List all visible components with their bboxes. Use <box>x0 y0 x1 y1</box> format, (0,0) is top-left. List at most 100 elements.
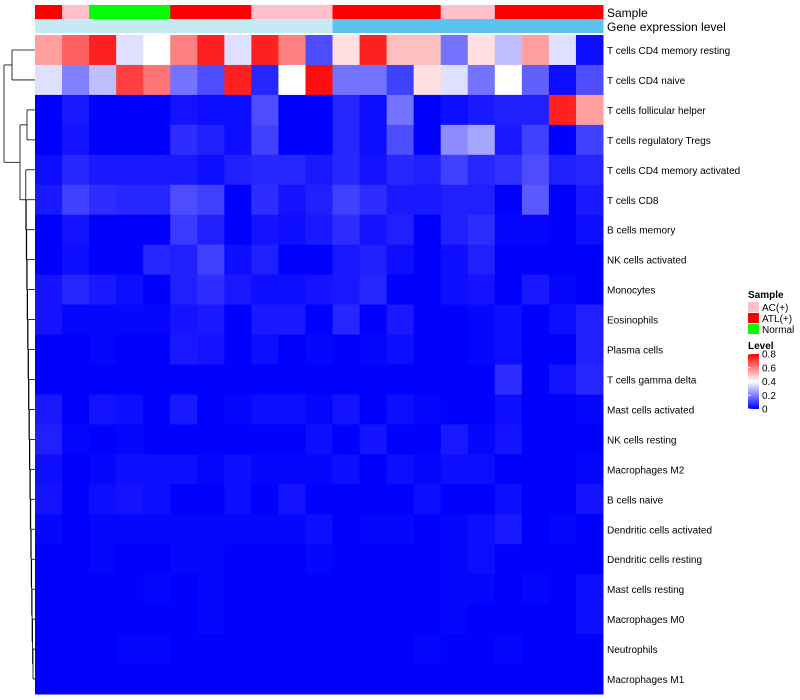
heatmap-cell <box>413 484 442 515</box>
heatmap-cell <box>116 484 144 515</box>
heatmap-cell <box>251 454 279 485</box>
heatmap-cell <box>197 124 225 156</box>
heatmap-cell <box>359 304 388 336</box>
heatmap-cell <box>170 94 198 126</box>
heatmap-cell <box>224 94 252 126</box>
sample-annotation-cell <box>494 5 523 19</box>
heatmap-cell <box>494 304 523 336</box>
heatmap-cell <box>224 334 252 365</box>
heatmap-cell <box>413 304 442 336</box>
heatmap-cell <box>278 334 306 365</box>
heatmap-cell <box>440 364 469 395</box>
heatmap-cell <box>440 274 469 306</box>
heatmap-cell <box>521 214 550 246</box>
gene-expression-annotation-cell <box>197 19 225 33</box>
heatmap-cell <box>278 274 306 306</box>
heatmap-cell <box>413 154 442 186</box>
heatmap-cell <box>62 244 90 276</box>
heatmap-cell <box>440 664 469 695</box>
heatmap-cell <box>548 244 577 276</box>
sample-annotation-cell <box>413 5 442 19</box>
row-label: NK cells activated <box>607 256 686 267</box>
heatmap-cell <box>89 454 117 485</box>
heatmap-cell <box>116 514 144 545</box>
gene-expression-annotation-cell <box>251 19 279 33</box>
heatmap-cell <box>197 484 225 515</box>
heatmap-cell <box>35 94 63 126</box>
heatmap-cell <box>116 574 144 605</box>
heatmap-cell <box>170 544 198 575</box>
heatmap-cell <box>521 604 550 635</box>
heatmap-cell <box>224 514 252 545</box>
heatmap-cell <box>251 35 279 66</box>
sample-annotation-cell <box>575 5 604 19</box>
heatmap-cell <box>305 94 334 126</box>
sample-annotation-cell <box>305 5 334 19</box>
heatmap-cell <box>278 184 306 216</box>
heatmap-cell <box>62 454 90 485</box>
heatmap-cell <box>575 304 604 336</box>
heatmap-cell <box>359 634 388 665</box>
heatmap-cell <box>278 574 306 605</box>
heatmap-cell <box>386 334 415 365</box>
heatmap-cell <box>197 394 225 425</box>
heatmap-cell <box>62 424 90 455</box>
heatmap-cell <box>413 94 442 126</box>
heatmap-cell <box>440 64 469 96</box>
heatmap-cell <box>413 35 442 66</box>
sample-annotation-cell <box>467 5 496 19</box>
heatmap-cell <box>413 274 442 306</box>
heatmap-cell <box>62 184 90 216</box>
heatmap-cell <box>224 634 252 665</box>
heatmap-cell <box>305 664 334 695</box>
row-label: T cells follicular helper <box>607 106 706 117</box>
heatmap-cell <box>197 244 225 276</box>
heatmap-cell <box>278 304 306 336</box>
heatmap-cell <box>170 35 198 66</box>
heatmap-cell <box>170 274 198 306</box>
heatmap-cell <box>548 334 577 365</box>
heatmap-cell <box>332 334 361 365</box>
heatmap-cell <box>440 214 469 246</box>
heatmap-cell <box>143 664 171 695</box>
heatmap-cell <box>386 634 415 665</box>
heatmap-cell <box>89 274 117 306</box>
level-colorbar: 0 0.2 0.4 0.6 0.8 <box>748 350 776 416</box>
heatmap-cell <box>521 394 550 425</box>
heatmap-cell <box>116 154 144 186</box>
heatmap-cell <box>170 124 198 156</box>
heatmap-cell <box>467 154 496 186</box>
heatmap-cell <box>359 154 388 186</box>
heatmap-cell <box>386 35 415 66</box>
heatmap-cell <box>440 604 469 635</box>
heatmap-cell <box>89 154 117 186</box>
heatmap-cell <box>467 424 496 455</box>
heatmap-cell <box>494 394 523 425</box>
heatmap-cell <box>224 124 252 156</box>
heatmap-cell <box>35 274 63 306</box>
level-tick-label: 0.6 <box>762 363 776 374</box>
heatmap-cell <box>332 484 361 515</box>
heatmap-cell <box>575 424 604 455</box>
heatmap-cell <box>224 484 252 515</box>
heatmap-cell <box>575 514 604 545</box>
gene-expression-annotation-cell <box>278 19 306 33</box>
heatmap-cell <box>548 484 577 515</box>
heatmap-cell <box>305 364 334 395</box>
row-label: Mast cells resting <box>607 585 684 596</box>
heatmap-cell <box>35 424 63 455</box>
heatmap-cell <box>521 35 550 66</box>
heatmap-cell <box>35 214 63 246</box>
gene-expression-annotation-cell <box>332 19 361 33</box>
heatmap-cell <box>359 574 388 605</box>
heatmap-cell <box>305 244 334 276</box>
heatmap-cells <box>35 35 604 695</box>
heatmap-cell <box>197 94 225 126</box>
sample-annotation-cell <box>35 5 63 19</box>
heatmap-cell <box>359 64 388 96</box>
heatmap-cell <box>170 64 198 96</box>
heatmap-cell <box>251 334 279 365</box>
heatmap-cell <box>440 94 469 126</box>
heatmap-cell <box>467 394 496 425</box>
heatmap-cell <box>251 64 279 96</box>
